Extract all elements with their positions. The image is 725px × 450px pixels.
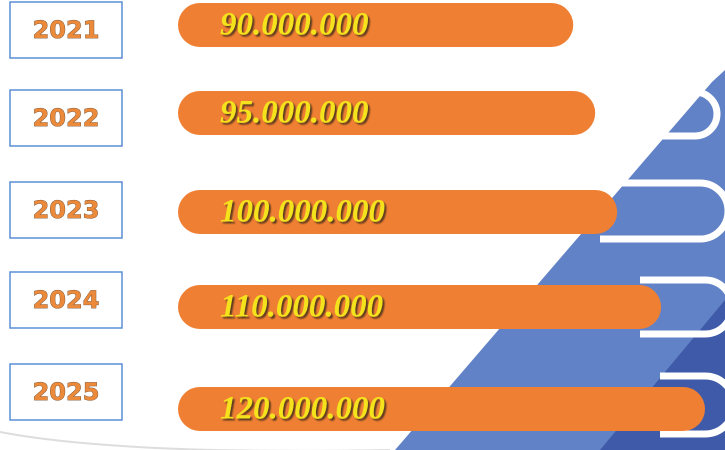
- year-box: [9, 181, 123, 239]
- bar: [178, 190, 618, 234]
- year-box: [9, 1, 123, 59]
- bar: [178, 3, 574, 47]
- value-label: 110.000.000: [220, 289, 383, 325]
- category-label: 2023: [33, 196, 100, 224]
- year-box: [9, 363, 123, 421]
- value-label: 90.000.000: [220, 7, 369, 43]
- bar: [178, 387, 705, 431]
- category-label: 2025: [33, 378, 100, 406]
- year-box: [9, 271, 123, 329]
- bar: [178, 91, 596, 135]
- category-label: 2021: [33, 16, 100, 44]
- category-label: 2022: [33, 104, 100, 132]
- value-label: 95.000.000: [220, 95, 369, 131]
- value-label: 100.000.000: [220, 194, 385, 230]
- category-label: 2024: [33, 286, 100, 314]
- value-label: 120.000.000: [220, 391, 385, 427]
- year-box: [9, 89, 123, 147]
- bar: [178, 285, 662, 329]
